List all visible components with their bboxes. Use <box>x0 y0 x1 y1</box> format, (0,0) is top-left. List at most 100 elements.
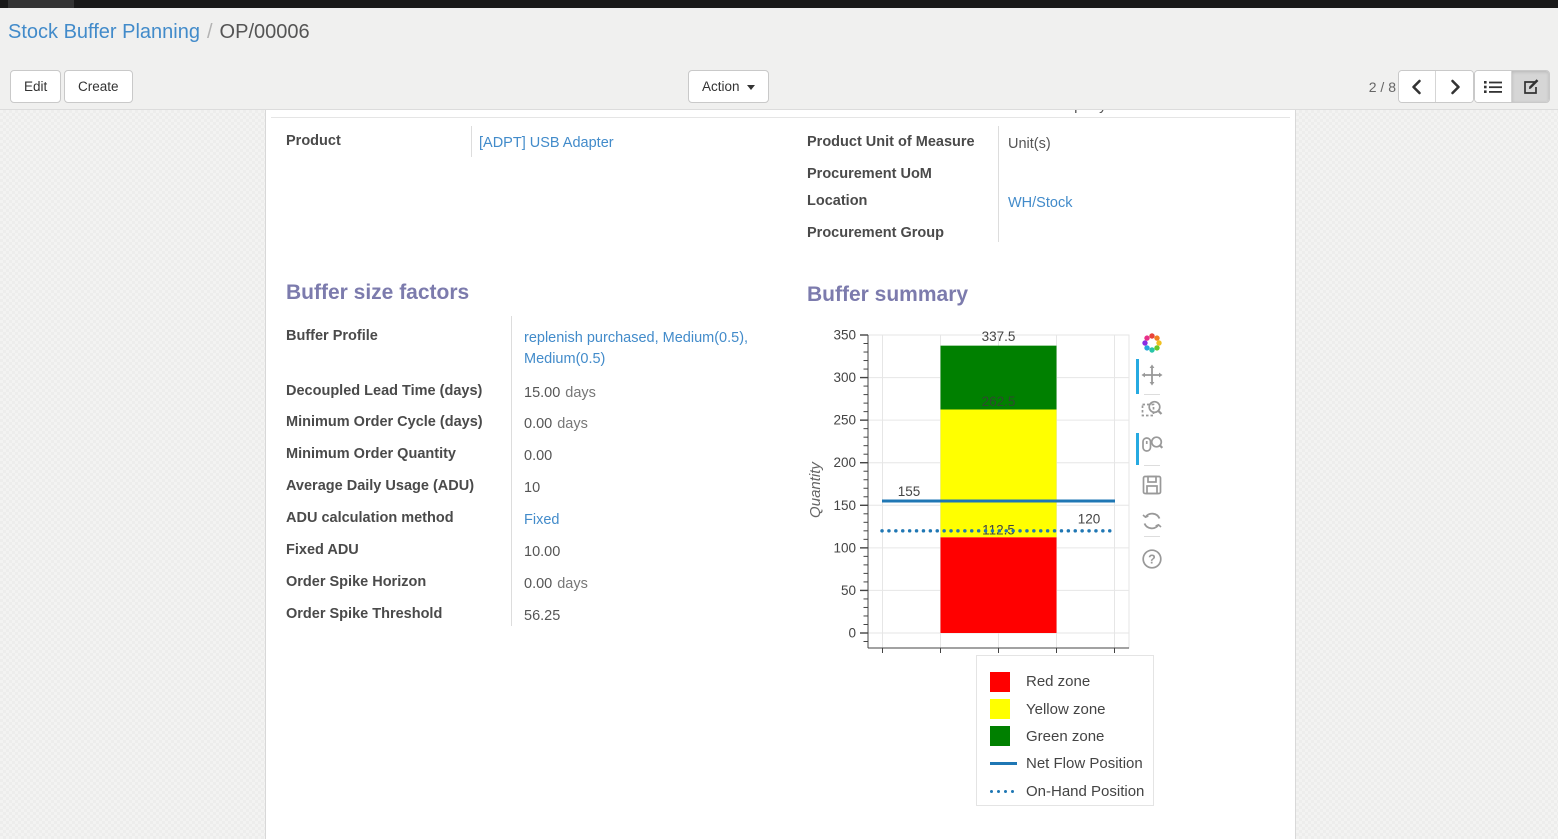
field-value-text: 56.25 <box>524 608 561 624</box>
field-value-link[interactable]: Fixed <box>524 512 560 528</box>
svg-text:150: 150 <box>833 498 856 513</box>
field-label: Product Unit of Measure <box>807 134 975 150</box>
breadcrumb-separator: / <box>206 21 213 43</box>
field-value-link[interactable]: WH/Stock <box>1008 195 1073 211</box>
legend-item: Yellow zone <box>977 695 1153 722</box>
field-label: Procurement Group <box>807 225 944 241</box>
create-button[interactable]: Create <box>64 70 133 103</box>
field-value: 10.00 <box>524 542 776 563</box>
form-view-background: Your Company Product [ADPT] USB Adapter P… <box>0 110 1558 839</box>
field-label: Fixed ADU <box>286 542 359 558</box>
pan-tool-icon[interactable] <box>1141 364 1163 386</box>
legend-swatch-dots <box>990 789 1020 793</box>
action-dropdown-button[interactable]: Action <box>688 70 769 103</box>
column-separator <box>998 126 999 242</box>
field-value: [ADPT] USB Adapter <box>479 133 729 154</box>
field-label: Order Spike Threshold <box>286 606 443 622</box>
legend-item: On-Hand Position <box>977 778 1153 805</box>
help-tool-icon[interactable]: ? <box>1141 548 1163 570</box>
control-panel: Stock Buffer Planning / OP/00006 Edit Crea… <box>0 8 1558 110</box>
field-value: 56.25 <box>524 606 776 627</box>
box-zoom-tool-icon[interactable] <box>1141 397 1163 419</box>
legend-swatch-rect <box>990 726 1020 747</box>
legend-label: Red zone <box>1026 673 1091 691</box>
field-label: Minimum Order Cycle (days) <box>286 414 483 430</box>
legend-label: Green zone <box>1026 727 1105 745</box>
svg-text:250: 250 <box>833 413 856 428</box>
svg-text:262.5: 262.5 <box>982 394 1016 409</box>
svg-text:155: 155 <box>898 484 921 499</box>
svg-text:120: 120 <box>1078 511 1101 526</box>
chart-legend: Red zone Yellow zone Green zone Net Flow Po… <box>976 655 1154 806</box>
svg-text:?: ? <box>1148 553 1156 567</box>
record-pager <box>1398 70 1474 103</box>
field-unit: days <box>565 385 596 401</box>
field-value-text: 15.00 <box>524 385 561 401</box>
field-value: 0.00 days <box>524 574 776 595</box>
field-value: 10 <box>524 478 776 499</box>
partial-company-value: Your Company <box>1008 110 1168 117</box>
field-value-text: Unit(s) <box>1008 136 1051 152</box>
toolbar-separator <box>1144 465 1160 466</box>
field-label: Buffer Profile <box>286 328 378 344</box>
toolbar-separator <box>1144 536 1160 537</box>
buffer-factors-title: Buffer size factors <box>286 281 470 304</box>
svg-text:200: 200 <box>833 455 856 470</box>
list-view-button[interactable] <box>1475 71 1512 102</box>
active-tool-indicator <box>1136 359 1139 394</box>
field-label: Minimum Order Quantity <box>286 446 456 462</box>
field-label: Location <box>807 193 868 209</box>
save-tool-icon[interactable] <box>1141 474 1163 496</box>
bokeh-logo-icon[interactable] <box>1141 332 1163 354</box>
caret-down-icon <box>746 84 755 90</box>
field-label: Procurement UoM <box>807 166 932 182</box>
form-view-icon <box>1523 79 1538 94</box>
field-value-text: 0.00 <box>524 576 553 592</box>
field-value-text: 10 <box>524 480 541 496</box>
field-value: Unit(s) <box>1008 134 1268 155</box>
field-value: replenish purchased, Medium(0.5), Medium… <box>524 328 776 370</box>
field-value-text: 0.00 <box>524 448 553 464</box>
field-label: Decoupled Lead Time (days) <box>286 383 483 399</box>
pager-next-button[interactable] <box>1436 71 1473 102</box>
field-value: WH/Stock <box>1008 193 1268 214</box>
legend-item: Green zone <box>977 723 1153 750</box>
field-value: 15.00 days <box>524 383 776 404</box>
pager-prev-button[interactable] <box>1399 71 1436 102</box>
buffer-summary-chart[interactable]: 262.5112.5155120337.50501001502002503003… <box>801 325 1173 665</box>
browser-tab-sliver <box>8 0 74 8</box>
breadcrumb-current: OP/00006 <box>219 21 310 43</box>
legend-label: Net Flow Position <box>1026 755 1143 773</box>
buffer-summary-title: Buffer summary <box>807 283 969 306</box>
toolbar-separator <box>1144 394 1160 395</box>
form-sheet: Your Company Product [ADPT] USB Adapter P… <box>265 110 1296 839</box>
svg-text:100: 100 <box>833 540 856 555</box>
form-view-button[interactable] <box>1512 71 1549 102</box>
field-label: Product <box>286 133 341 149</box>
edit-button[interactable]: Edit <box>10 70 62 103</box>
field-label: ADU calculation method <box>286 510 454 526</box>
column-separator <box>511 316 512 626</box>
svg-text:300: 300 <box>833 370 856 385</box>
field-value-text: 10.00 <box>524 544 561 560</box>
legend-swatch-line <box>990 762 1020 766</box>
field-value-text: 0.00 <box>524 416 553 432</box>
svg-text:50: 50 <box>841 583 856 598</box>
field-value: 0.00 days <box>524 414 776 435</box>
action-label: Action <box>702 79 740 94</box>
field-value-link[interactable]: [ADPT] USB Adapter <box>479 135 614 151</box>
legend-item: Red zone <box>977 668 1153 695</box>
reset-tool-icon[interactable] <box>1141 510 1163 532</box>
breadcrumb-parent-link[interactable]: Stock Buffer Planning <box>8 21 200 43</box>
chevron-right-icon <box>1450 79 1460 94</box>
field-value: Fixed <box>524 510 776 531</box>
field-value-link[interactable]: replenish purchased, Medium(0.5), Medium… <box>524 330 749 367</box>
svg-text:Quantity: Quantity <box>807 461 824 518</box>
chevron-left-icon <box>1412 79 1421 94</box>
active-tool-indicator <box>1136 433 1139 465</box>
column-separator <box>471 126 472 157</box>
wheel-zoom-tool-icon[interactable] <box>1141 432 1164 454</box>
field-value: 0.00 <box>524 446 776 467</box>
list-view-icon <box>1484 80 1502 93</box>
